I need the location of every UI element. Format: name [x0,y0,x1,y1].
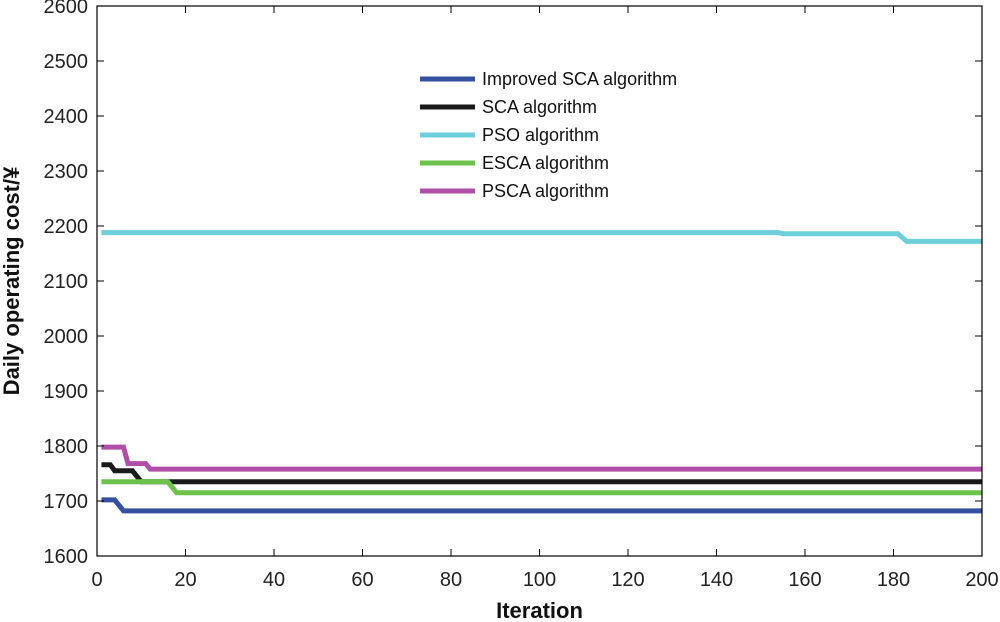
legend: Improved SCA algorithm SCA algorithm PSO a… [420,69,677,201]
y-tick-label: 2400 [44,106,89,128]
legend-label-0: Improved SCA algorithm [482,69,677,89]
legend-label-1: SCA algorithm [482,97,597,117]
x-axis-title: Iteration [496,598,583,622]
y-tick-label: 1800 [44,436,89,458]
series-line-3 [101,479,982,496]
series-line-4 [101,444,982,472]
x-tick-label: 120 [611,569,644,591]
ticks-layer: 0 20 40 60 80 100 120 140 160 180 200 1600 1700 1800 1… [44,0,999,591]
y-axis-title: Daily operating cost/¥ [0,166,24,395]
x-tick-label: 60 [351,569,373,591]
y-tick-label: 1600 [44,546,89,568]
x-tick-label: 160 [788,569,821,591]
x-tick-label: 0 [91,569,102,591]
series-line-1 [101,462,982,485]
x-tick-label: 180 [877,569,910,591]
y-tick-label: 2100 [44,271,89,293]
y-tick-label: 2500 [44,51,89,73]
y-tick-label: 2000 [44,326,89,348]
series-line-0 [101,497,982,514]
legend-label-2: PSO algorithm [482,125,599,145]
y-tick-label: 1900 [44,381,89,403]
series-line-2 [101,230,982,244]
legend-label-4: PSCA algorithm [482,181,609,201]
y-tick-label: 1700 [44,491,89,513]
x-tick-label: 140 [700,569,733,591]
x-tick-label: 20 [174,569,196,591]
x-tick-label: 40 [263,569,285,591]
y-tick-label: 2300 [44,161,89,183]
x-tick-label: 100 [523,569,556,591]
x-tick-label: 200 [965,569,998,591]
y-tick-label: 2200 [44,216,89,238]
series-layer [101,230,982,514]
x-tick-label: 80 [440,569,462,591]
y-tick-label: 2600 [44,0,89,18]
legend-label-3: ESCA algorithm [482,153,609,173]
